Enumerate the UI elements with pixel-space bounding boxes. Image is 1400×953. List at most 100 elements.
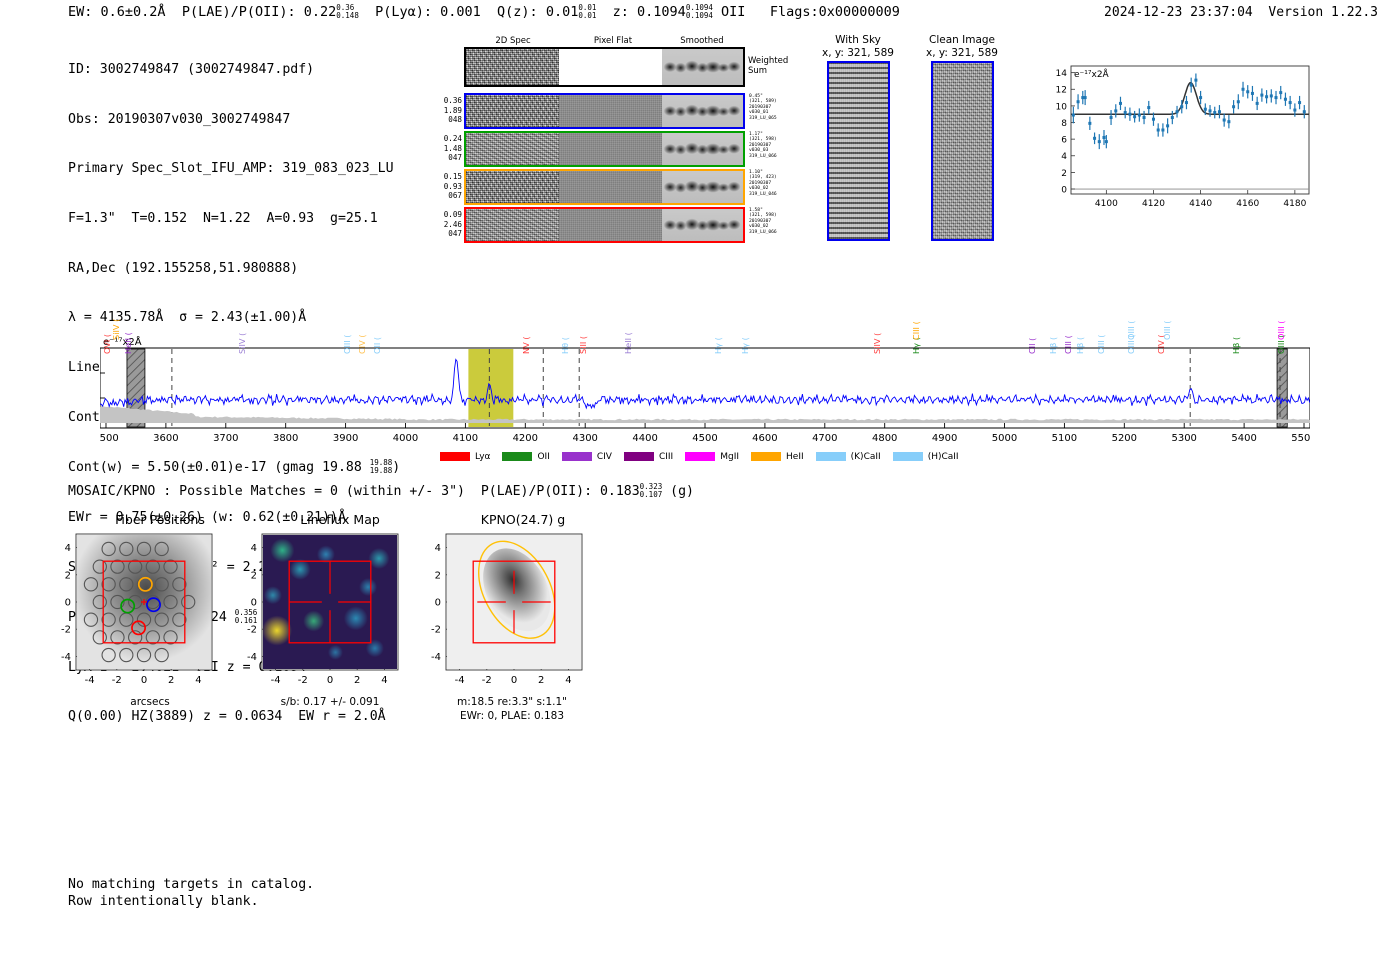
fiber-right-label: 20190307 xyxy=(749,104,772,110)
svg-text:0: 0 xyxy=(65,598,71,609)
emission-line-label: SiII ( xyxy=(578,335,589,354)
kpno-caption-1: m:18.5 re:3.3" s:1.1" xyxy=(457,696,567,708)
weighted-sum-smoothed xyxy=(662,49,743,85)
svg-text:4: 4 xyxy=(195,675,201,686)
svg-text:-4: -4 xyxy=(271,675,281,686)
spec-col-title-smoothed: Smoothed xyxy=(680,36,724,46)
mosaic-headline-suffix: (g) xyxy=(662,484,694,499)
svg-text:2: 2 xyxy=(538,675,544,686)
legend-swatch xyxy=(815,452,846,461)
panel-title-fiber-positions: Fiber Positions xyxy=(115,512,205,527)
svg-text:10: 10 xyxy=(1056,102,1068,112)
svg-text:0: 0 xyxy=(1061,185,1067,195)
emission-line-label: OIII ( xyxy=(1126,320,1137,341)
fiber-left-label: 047 xyxy=(448,153,462,163)
fiber-left-label: 0.09 xyxy=(443,210,462,219)
svg-text:4800: 4800 xyxy=(872,433,897,444)
cutout-title-clean-image: Clean Image xyxy=(928,34,996,46)
svg-text:-2: -2 xyxy=(112,675,122,686)
fiber-right-label: 1.17" xyxy=(749,132,763,137)
header-summary-line: EW: 0.6±0.2Å P(LAE)/P(OII): 0.220.36 0.14… xyxy=(68,3,900,21)
legend-swatch xyxy=(561,452,592,461)
fiber-left-label: 0.15 xyxy=(443,172,462,181)
svg-text:2: 2 xyxy=(168,675,174,686)
svg-text:-2: -2 xyxy=(482,675,492,686)
header-qz-hi: 0.01 xyxy=(578,3,597,12)
header-datetime: 2024-12-23 23:37:04 xyxy=(1104,5,1253,20)
svg-text:5500: 5500 xyxy=(1291,433,1310,444)
svg-text:4100: 4100 xyxy=(1095,199,1118,209)
fiber-pixelflat xyxy=(559,171,662,203)
emission-line-label: SiIV ( xyxy=(236,332,247,354)
spec-col-title-pixelflat: Pixel Flat xyxy=(593,36,633,46)
fiber-right-label: (321, 598) xyxy=(749,213,777,219)
svg-text:12: 12 xyxy=(1056,86,1067,96)
fiber-right-label: (319, 423) xyxy=(749,175,777,181)
fiber-right-labels: 1.10" (319, 423) 20190307 v030_02 319_LU_046 xyxy=(749,170,799,197)
legend-label: Lyα xyxy=(475,451,491,462)
emission-line-label: OIII ( xyxy=(341,334,352,355)
legend-item: MgII xyxy=(685,446,739,465)
svg-text:4: 4 xyxy=(565,675,571,686)
info-primary-spec: Primary Spec_Slot_IFU_AMP: 319_083_023_L… xyxy=(68,161,394,177)
line-profile-chart: 0 2 4 6 8 10 12 14 4100 4120 4140 4160 4180 e⁻¹⁷x2Å xyxy=(1037,52,1315,232)
svg-text:-2: -2 xyxy=(61,625,71,636)
svg-text:e⁻¹⁷x2Å: e⁻¹⁷x2Å xyxy=(1074,68,1110,80)
legend-label: (H)CaII xyxy=(927,451,959,462)
header-version: Version 1.22.3 xyxy=(1268,5,1378,20)
svg-text:5200: 5200 xyxy=(1112,433,1137,444)
cutout-subtitle-with-sky: x, y: 321, 589 xyxy=(822,47,894,59)
fiber-2dspec xyxy=(466,133,559,165)
mosaic-headline: MOSAIC/KPNO : Possible Matches = 0 (with… xyxy=(68,483,694,500)
header-z-type: OII xyxy=(721,4,746,20)
emission-line-label: CIII ( xyxy=(910,321,921,340)
svg-text:-2: -2 xyxy=(431,625,441,636)
fiber-right-label: v030_02 xyxy=(749,186,769,192)
legend-item: CIV xyxy=(561,446,612,465)
fiber-right-labels: 1.17" (321, 598) 20190307 v030_03 319_LU_066 xyxy=(749,132,799,159)
info-plae-hi: 0.356 xyxy=(234,608,258,618)
header-z: z: 0.1094 xyxy=(612,4,686,20)
emission-line-label: OII ( xyxy=(371,336,382,354)
fiber-smoothed xyxy=(662,95,743,127)
svg-text:4: 4 xyxy=(1061,152,1067,162)
svg-text:5300: 5300 xyxy=(1171,433,1196,444)
legend-item: HeII xyxy=(751,446,804,465)
svg-text:4140: 4140 xyxy=(1189,199,1212,209)
lineflux-map-panel: -4-4-2-2002244NE xyxy=(226,524,426,714)
info-cont-w-prefix: Cont(w) = 5.50(±0.01)e-17 (gmag 19.88 xyxy=(68,460,370,476)
svg-text:0: 0 xyxy=(141,675,147,686)
fiber-right-label: (321, 589) xyxy=(749,99,777,105)
fiber-left-label: 2.46 xyxy=(443,219,462,229)
svg-text:2: 2 xyxy=(251,570,257,581)
emission-line-label: SiIV ( xyxy=(110,318,121,340)
svg-text:14: 14 xyxy=(1056,69,1068,79)
svg-text:-4: -4 xyxy=(431,652,441,663)
fiber-strip-row xyxy=(464,169,745,205)
svg-text:-2: -2 xyxy=(247,625,257,636)
lineflux-map-caption: s/b: 0.17 +/- 0.091 xyxy=(280,696,380,708)
kpno-panel: -4-4-2-2002244NE xyxy=(410,524,610,714)
svg-text:4500: 4500 xyxy=(692,433,717,444)
fiber-left-labels: 0.24 1.48 047 xyxy=(440,134,462,163)
svg-text:2: 2 xyxy=(435,570,441,581)
svg-text:5000: 5000 xyxy=(992,433,1017,444)
legend-item: OII xyxy=(502,446,550,465)
svg-text:4180: 4180 xyxy=(1283,199,1306,209)
weighted-sum-2dspec xyxy=(466,49,559,85)
emission-line-label: NV ( xyxy=(521,336,532,354)
fiber-smoothed xyxy=(662,209,743,241)
legend-swatch xyxy=(440,452,470,461)
svg-text:4: 4 xyxy=(65,543,71,554)
fiber-left-label: 067 xyxy=(448,191,462,201)
legend-label: CIV xyxy=(596,451,612,462)
fiber-smoothed xyxy=(662,133,743,165)
mosaic-headline-prefix: MOSAIC/KPNO : Possible Matches = 0 (with… xyxy=(68,484,600,499)
info-id: ID: 3002749847 (3002749847.pdf) xyxy=(68,62,315,78)
fiber-pixelflat xyxy=(559,95,662,127)
svg-text:-4: -4 xyxy=(455,675,465,686)
header-flags: Flags:0x00000009 xyxy=(769,4,900,20)
emission-line-label: OIII ( xyxy=(1162,320,1173,341)
svg-text:4700: 4700 xyxy=(812,433,837,444)
legend-label: CIII xyxy=(658,451,674,462)
